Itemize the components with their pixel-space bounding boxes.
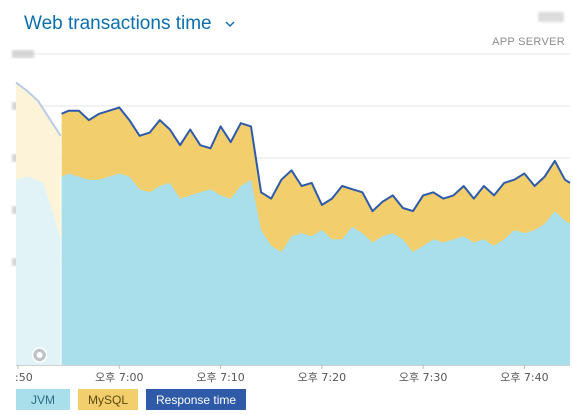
x-tick-label: 오후 7:40 [500,371,548,384]
legend-response-time[interactable]: Response time [146,389,247,410]
chevron-down-icon [225,21,235,27]
line-response-time-history [15,81,62,137]
x-tick-label: 오후 7:30 [399,371,447,384]
chart-title: Web transactions time [24,13,212,34]
legend-mysql[interactable]: MySQL [78,389,139,410]
y-tick-label-blurred [12,50,34,58]
legend-response-time-label: Response time [156,392,237,407]
line-response-time [61,106,571,213]
chart-title-dropdown[interactable]: Web transactions time [24,10,236,38]
legend-jvm[interactable]: JVM [16,389,70,410]
x-tick-label: 오후 7:20 [298,371,346,384]
app-server-label: APP SERVER [492,36,565,48]
selection-handle-inner [36,352,43,358]
app-server-value-blurred [538,12,564,22]
legend-mysql-label: MySQL [88,392,129,407]
x-tick-label: 오후 7:10 [196,371,244,384]
legend: JVM MySQL Response time [16,389,247,410]
area-jvm-history [16,176,61,365]
web-transactions-chart: :50 오후 7:00 오후 7:10 오후 7:20 오후 7:30 오후 7:40 [12,50,571,384]
legend-jvm-label: JVM [31,392,55,407]
x-tick-label: 오후 7:00 [95,371,143,384]
x-tick-label: :50 [15,371,33,384]
area-jvm [61,173,570,365]
